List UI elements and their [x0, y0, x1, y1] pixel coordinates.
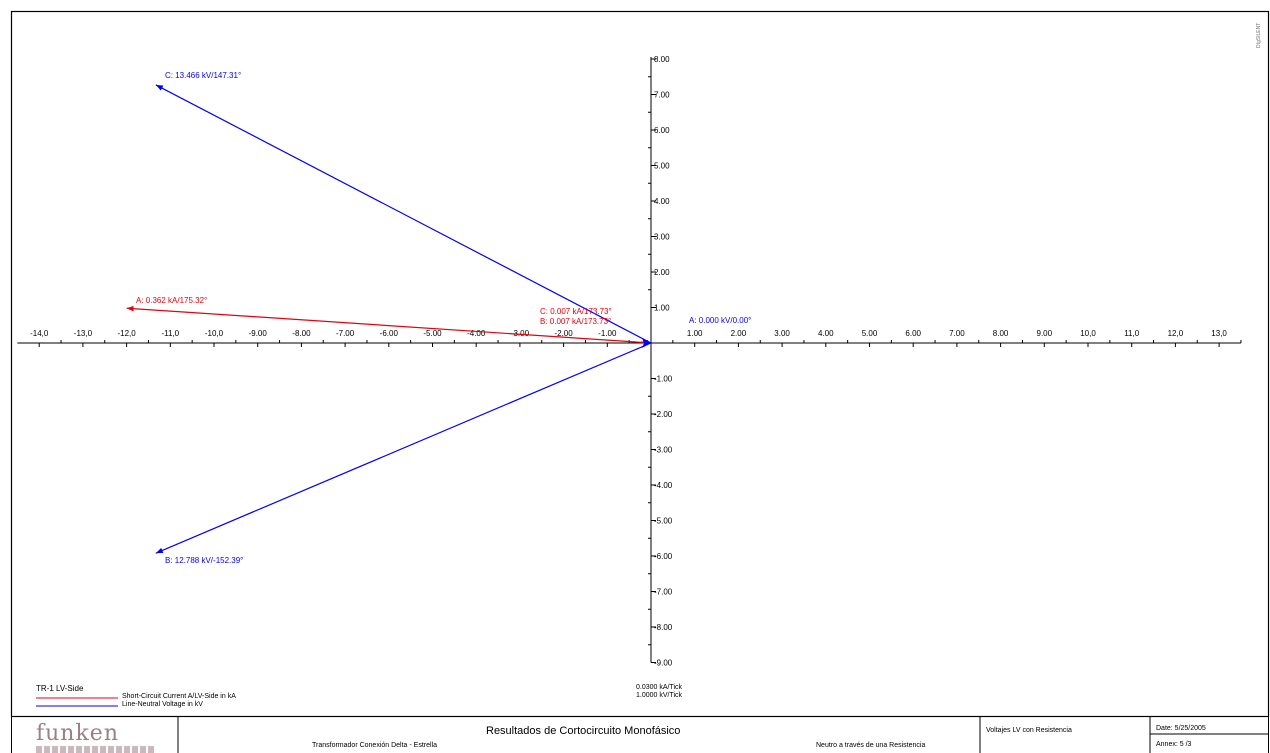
x-tick-label: 9.00	[1037, 329, 1053, 338]
x-tick-label: -5.00	[423, 329, 442, 338]
y-tick-label: -7.00	[654, 588, 673, 597]
x-tick-label: 12,0	[1168, 329, 1184, 338]
origin-arrowhead	[642, 338, 651, 348]
x-tick-label: 11,0	[1124, 329, 1140, 338]
x-tick-label: 10,0	[1080, 329, 1096, 338]
y-tick-label: -2.00	[654, 410, 673, 419]
y-tick-label: 8.00	[654, 55, 670, 64]
x-tick-label: 7.00	[949, 329, 965, 338]
report-subtitle: Transformador Conexión Delta - Estrella	[312, 742, 438, 749]
phasor-voltage-b-label: B: 12.788 kV/-152.39°	[165, 556, 243, 565]
x-tick-label: 2.00	[731, 329, 747, 338]
logo-text: funken	[36, 722, 119, 746]
corner-stamp: DIgSILENT	[1256, 22, 1262, 48]
y-tick-label: -3.00	[654, 446, 673, 455]
y-tick-label: -9.00	[654, 659, 673, 668]
phasors-group	[126, 84, 652, 554]
phasor-current-a	[126, 305, 652, 344]
legend-voltage-label: Line-Neutral Voltage in kV	[122, 701, 203, 708]
x-tick-label: 3.00	[774, 329, 790, 338]
current-scale: 0.0300 kA/Tick	[636, 684, 683, 691]
report-title: Resultados de Cortocircuito Monofásico	[486, 725, 681, 737]
x-tick-label: -13,0	[74, 329, 93, 338]
y-tick-label: -1.00	[654, 375, 673, 384]
x-tick-label: -11,0	[161, 329, 179, 338]
phasor-voltage-c-label: C: 13.466 kV/147.31°	[165, 71, 241, 80]
legend	[36, 697, 118, 707]
legend-title: TR-1 LV-Side	[36, 684, 84, 693]
x-tick-label: -9.00	[249, 329, 268, 338]
x-tick-label: -10,0	[205, 329, 224, 338]
phasor-voltage-b	[155, 342, 652, 554]
report-annex: Annex: 5 /3	[1156, 741, 1192, 748]
case-subtitle: Neutro a través de una Resistencia	[816, 742, 926, 749]
phasor-current-b-label: B: 0.007 kA/173.73°	[540, 317, 611, 326]
phasor-current-c-label: C: 0.007 kA/173.73°	[540, 307, 612, 316]
x-tick-label: -7.00	[336, 329, 355, 338]
x-tick-label: -12,0	[117, 329, 136, 338]
x-tick-label: 1.00	[687, 329, 703, 338]
y-tick-label: -5.00	[654, 517, 673, 526]
x-tick-label: 13,0	[1211, 329, 1227, 338]
x-tick-label: -6.00	[380, 329, 399, 338]
x-tick-label: -8.00	[292, 329, 311, 338]
x-tick-label: -2.00	[554, 329, 573, 338]
report-date: Date: 5/25/2005	[1156, 725, 1206, 732]
x-tick-label: 8.00	[993, 329, 1009, 338]
y-tick-label: 7.00	[654, 91, 670, 100]
x-tick-label: -1.00	[598, 329, 617, 338]
logo-subtext	[36, 746, 156, 753]
case-title: Voltajes LV con Resistencia	[986, 727, 1072, 734]
y-tick-label: 4.00	[654, 197, 670, 206]
y-tick-label: 6.00	[654, 126, 670, 135]
x-tick-label: 4.00	[818, 329, 834, 338]
phasor-current-a-label: A: 0.362 kA/175.32°	[136, 296, 207, 305]
y-tick-label: 2.00	[654, 268, 670, 277]
y-tick-label: 1.00	[654, 304, 670, 313]
y-tick-label: 3.00	[654, 233, 670, 242]
phasor-voltage-a-label: A: 0.000 kV/0.00°	[689, 316, 751, 325]
x-tick-label: -3.00	[511, 329, 530, 338]
x-tick-label: -4.00	[467, 329, 486, 338]
y-tick-label: -4.00	[654, 481, 673, 490]
company-logo: funken	[16, 722, 176, 753]
legend-current-label: Short-Circuit Current A/LV-Side in kA	[122, 693, 236, 700]
x-tick-label: 5.00	[862, 329, 878, 338]
voltage-scale: 1.0000 kV/Tick	[636, 692, 683, 699]
phasor-labels-group: A: 0.362 kA/175.32°B: 0.007 kA/173.73°C:…	[136, 71, 751, 565]
x-tick-label: -14,0	[30, 329, 49, 338]
y-tick-label: -6.00	[654, 552, 673, 561]
y-tick-label: 5.00	[654, 162, 670, 171]
phasor-voltage-c	[155, 84, 652, 344]
y-tick-label: -8.00	[654, 623, 673, 632]
axes-group: -14,0 -13,0 -12,0 -11,0 -10,0 -9.00 -8.00 -7.00…	[17, 55, 1242, 668]
x-tick-label: 6.00	[905, 329, 921, 338]
